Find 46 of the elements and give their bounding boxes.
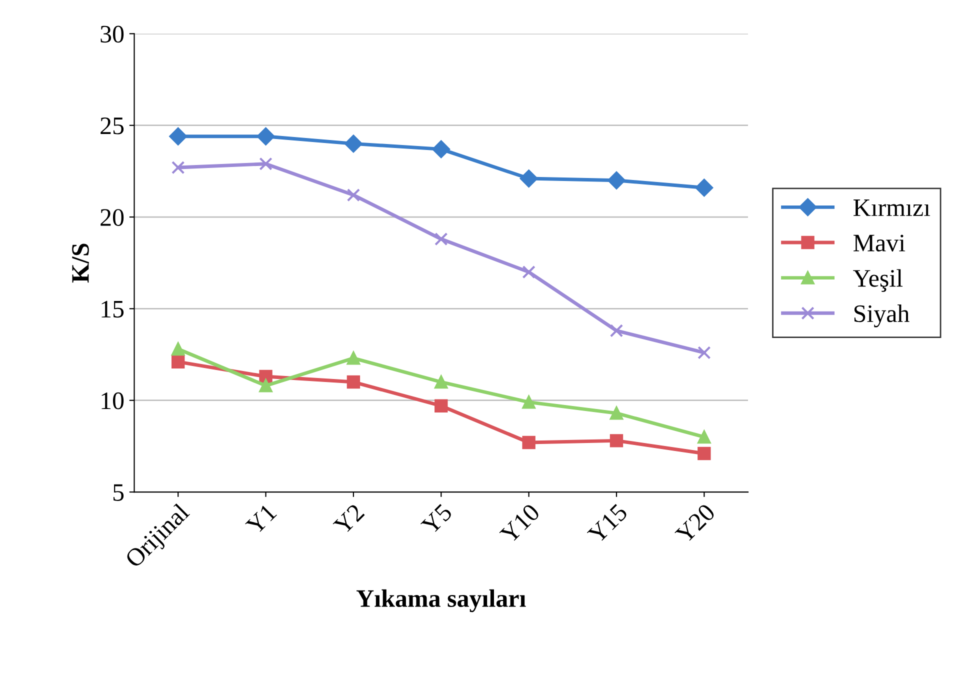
point	[259, 157, 272, 170]
point	[610, 324, 624, 338]
point	[256, 127, 275, 146]
point	[434, 232, 448, 246]
x-tick-label: Y20	[674, 502, 716, 544]
point	[520, 170, 538, 188]
x-tick-label: Y2	[332, 503, 365, 536]
point	[434, 399, 448, 412]
point	[698, 446, 711, 460]
x-axis-title: Yıkama sayıları	[356, 589, 526, 612]
point	[610, 434, 624, 448]
y-tick-label: 15	[102, 300, 124, 318]
point	[695, 178, 714, 197]
x-tick-label: Y10	[499, 502, 541, 544]
point	[432, 140, 450, 158]
point	[522, 265, 536, 279]
point	[346, 188, 360, 202]
point	[522, 396, 536, 409]
point	[172, 342, 185, 356]
x-tick-label: Y5	[420, 503, 453, 536]
point	[610, 406, 624, 420]
point	[346, 375, 360, 389]
point	[608, 171, 626, 190]
legend-label: Siyah	[854, 304, 910, 328]
y-axis-title: K/S	[72, 244, 89, 283]
point	[259, 379, 272, 392]
legend-label: Yeşil	[853, 269, 903, 292]
point	[698, 346, 711, 360]
point	[172, 355, 185, 368]
legend-label: Mavi	[854, 234, 906, 252]
point	[522, 436, 536, 450]
y-tick-label: 5	[113, 484, 124, 501]
x-tick-label: Y15	[586, 503, 628, 544]
legend-label: Kırmızı	[854, 200, 930, 216]
point	[346, 352, 360, 365]
y-tick-label: 30	[100, 26, 124, 43]
y-tick-label: 10	[102, 392, 124, 410]
point	[259, 370, 272, 384]
x-tick-label: Y1	[244, 503, 277, 536]
y-tick-label: 25	[100, 117, 124, 134]
point	[172, 160, 185, 174]
point	[344, 134, 362, 153]
point	[169, 127, 187, 146]
y-tick-label: 20	[100, 209, 124, 226]
point	[434, 375, 448, 389]
point	[698, 430, 711, 444]
